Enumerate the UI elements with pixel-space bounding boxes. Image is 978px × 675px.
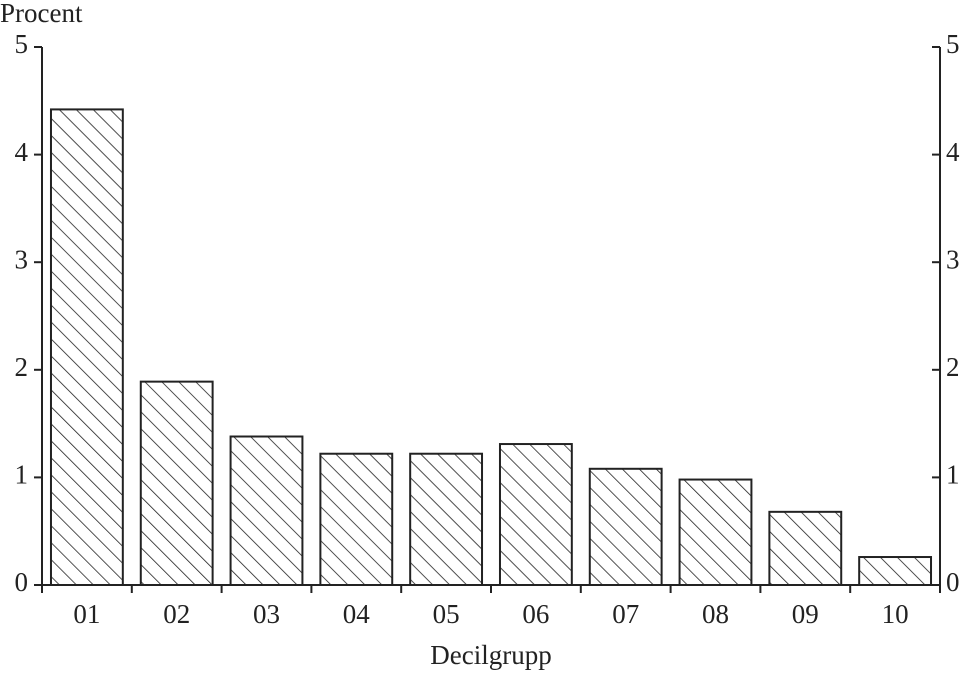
x-tick-label: 01 xyxy=(73,599,100,629)
x-axis-title: Decilgrupp xyxy=(430,640,551,670)
bar xyxy=(319,452,394,586)
y2-tick-label: 1 xyxy=(946,460,960,490)
bar xyxy=(858,556,933,586)
y2-tick-label: 4 xyxy=(946,137,960,167)
bar xyxy=(229,435,304,586)
x-tick-label: 10 xyxy=(882,599,909,629)
x-tick-label: 05 xyxy=(433,599,460,629)
bar xyxy=(409,452,484,586)
y-tick-label: 2 xyxy=(15,352,29,382)
bar xyxy=(139,380,214,586)
y-tick-label: 1 xyxy=(15,460,29,490)
y2-tick-label: 2 xyxy=(946,352,960,382)
bar xyxy=(678,478,753,586)
y2-tick-label: 0 xyxy=(946,567,960,597)
y2-tick-label: 3 xyxy=(946,244,960,274)
bar xyxy=(588,467,663,586)
x-tick-label: 09 xyxy=(792,599,819,629)
y-axis-title: Procent xyxy=(0,0,83,28)
x-tick-label: 06 xyxy=(522,599,549,629)
y-tick-label: 3 xyxy=(15,244,29,274)
y-tick-label: 5 xyxy=(15,29,29,59)
y-tick-label: 4 xyxy=(15,137,29,167)
bar xyxy=(49,108,124,587)
y2-tick-label: 5 xyxy=(946,29,960,59)
x-tick-label: 03 xyxy=(253,599,280,629)
x-tick-label: 08 xyxy=(702,599,729,629)
x-tick-label: 07 xyxy=(612,599,639,629)
x-tick-label: 02 xyxy=(163,599,190,629)
x-tick-label: 04 xyxy=(343,599,371,629)
bar xyxy=(498,443,573,586)
y-tick-label: 0 xyxy=(15,567,29,597)
bar xyxy=(768,510,843,586)
